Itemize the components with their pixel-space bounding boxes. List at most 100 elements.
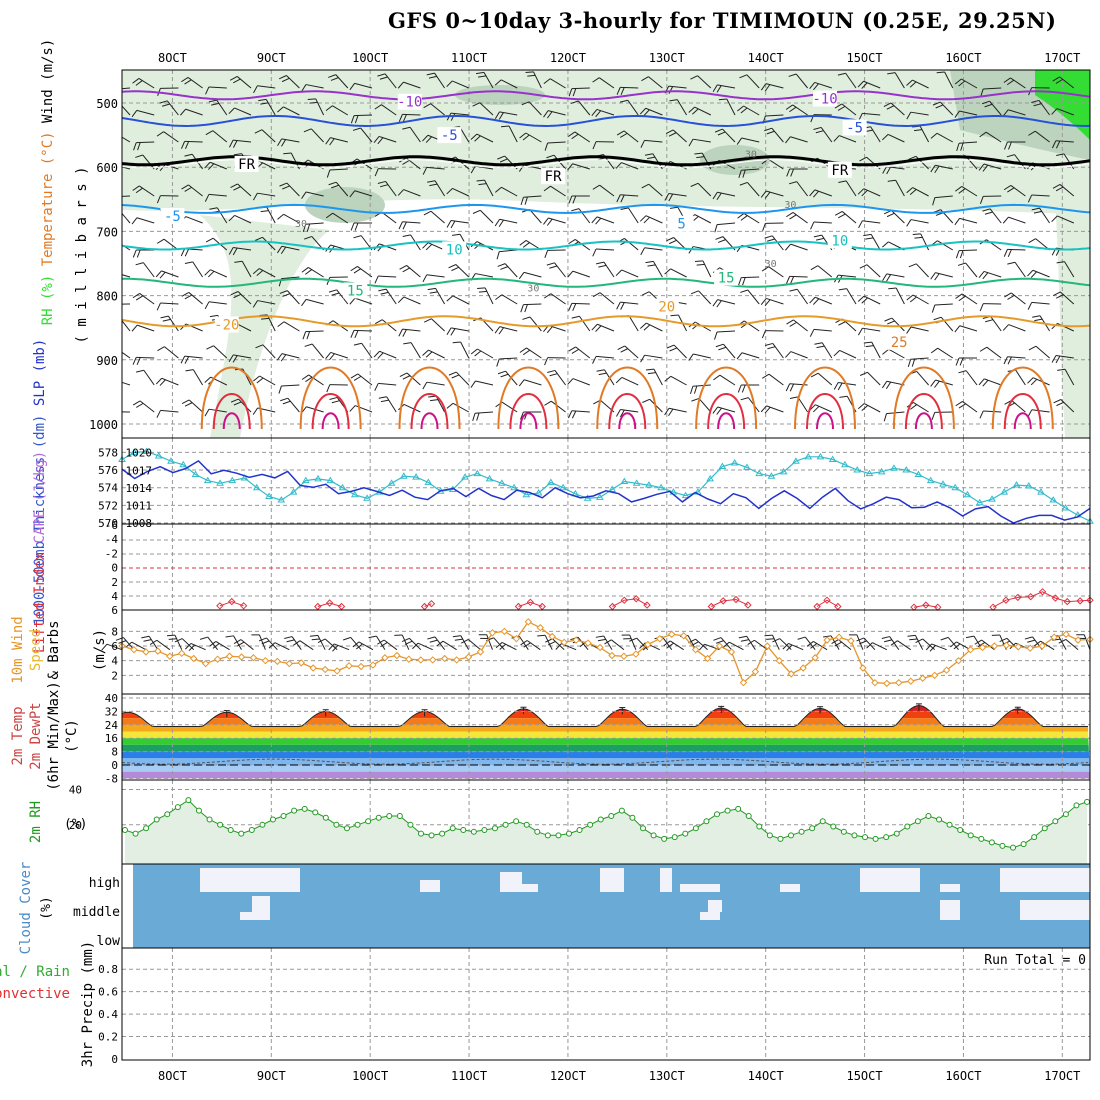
wind-barb-flag [470,348,478,355]
wind-barb-flag [906,219,912,227]
wind-barb [435,395,446,413]
wind-barb [161,377,179,386]
wind-barb-flag [184,402,193,407]
wind-barb [624,345,639,359]
lifted-index-marker [239,602,248,610]
wind-barb-flag [230,398,239,403]
wind-barb-flag [498,112,504,120]
wind-barb-flag [451,266,459,272]
isotherm-5 [122,203,1090,214]
wind-barb-flag [977,642,986,648]
wind-barb [499,111,518,116]
rh2m-marker [301,805,308,812]
wind-barb-flag [809,329,815,337]
wind-barb-flag [789,276,795,285]
rh2m-marker [449,825,456,832]
wind-barb [281,384,300,387]
wind-barb-flag [284,636,293,639]
wind10m-marker [859,664,867,672]
thickness-slp-frame [121,437,1091,525]
wind-barb [983,410,1002,413]
wind-barb [598,77,615,89]
wind-barb [838,274,857,278]
wind-barb [571,302,590,305]
thickness-tick-label: 572 [98,499,118,512]
wind-barb-flag [740,289,749,293]
wind-barb [644,354,663,359]
wind-barb-flag [404,640,413,645]
wind-barb [299,640,314,651]
rh2m-marker [460,827,467,834]
wind-barb-flag [861,189,868,197]
wind-barb-flag [476,412,480,421]
isotherm-25-loop [398,366,461,430]
wind-barb [336,289,349,305]
wind-barb-flag [157,346,165,352]
wind-barb-flag [256,270,264,277]
wind-barb [306,298,324,305]
wind-barb-flag [478,290,487,293]
wind-barb [261,129,276,143]
contour-label: 30 [745,149,757,160]
wind-barb-flag [1051,140,1057,149]
temp2m-tick-label: 16 [105,732,118,745]
isotherm-30-loop [806,392,845,430]
wind-barb-flag [856,637,865,642]
x-tick-label-bottom: 12OCT [550,1069,586,1083]
wind-barb-flag [350,222,355,231]
wind-barb [508,125,518,143]
wind-barb-flag [688,353,694,361]
wind-barb-flag [693,385,698,394]
wind-barb [354,82,373,89]
thickness-marker [620,477,629,485]
wind-barb-flag [567,378,574,385]
x-tick-label-top: 12OCT [550,51,586,65]
wind-barb-flag [403,342,412,345]
rh2m-marker [745,812,752,819]
wind-barb-flag [111,209,119,212]
wind-barb [920,233,930,251]
wind-barb [716,330,736,333]
wind10m-marker [703,654,712,663]
wind-barb-flag [125,641,133,648]
wind-barb-flag [1051,215,1058,223]
wind-barb [236,76,252,89]
wind-barb-flag [155,270,162,278]
wind-barb [215,640,230,651]
temp-band [122,705,1090,712]
temp-band [122,751,1090,759]
wind-barb-flag [932,101,941,106]
wind-barb [1040,640,1055,651]
wind-barb-flag [377,639,385,645]
rh2m-marker [164,811,171,818]
contour-label-bg [442,241,467,258]
wind-barb-flag [789,106,797,113]
wind-barb-flag [833,350,841,357]
wind-barb [1035,345,1050,359]
wind-barb-flag [304,343,313,347]
wind-barb-flag [309,634,318,637]
wind-barb [792,104,808,116]
wind10m-marker [656,634,664,643]
wind-barb-flag [282,400,291,405]
rh2m-marker [883,834,890,841]
wind-barb [361,342,373,359]
wind-barb-flag [278,75,287,80]
wind-barb-flag [184,79,192,85]
precip-ylabel-2: Convective [0,986,70,1002]
wind-barb-flag [397,296,405,304]
wind-barb-flag [497,370,506,375]
wind10m-marker [954,656,963,665]
wind-barb-flag [352,127,361,131]
wind-barb-flag [380,642,388,648]
wind-barb-flag [643,109,650,116]
wind-barb [621,269,639,278]
wind-barb-flag [520,411,524,420]
wind-barb-flag [812,405,820,413]
wind-barb [501,641,517,651]
rh2m-marker [544,832,551,839]
wind-barb [720,637,732,650]
wind-barb-flag [669,206,678,209]
wind-barb [1064,261,1075,278]
isotherm-30-loop [608,392,647,430]
